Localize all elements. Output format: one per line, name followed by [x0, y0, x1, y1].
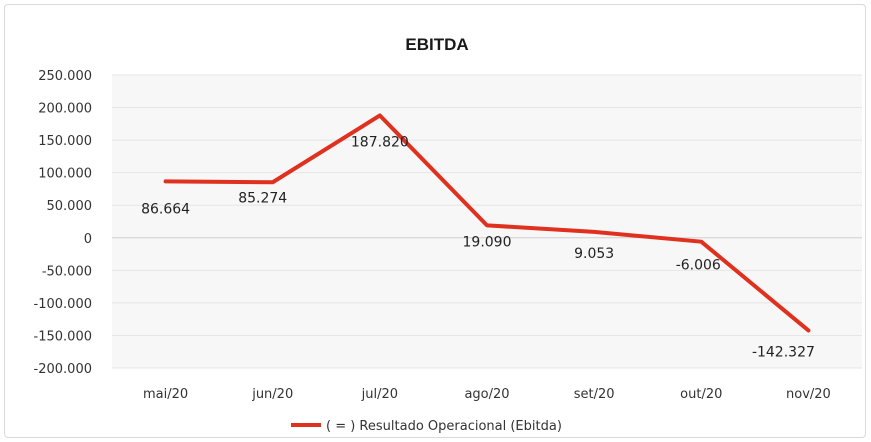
data-label: -6.006	[676, 258, 721, 274]
plot-area	[112, 75, 862, 368]
legend: ( = ) Resultado Operacional (Ebitda)	[291, 419, 562, 434]
data-label: 86.664	[141, 201, 190, 217]
data-label: 19.090	[463, 234, 512, 250]
y-tick-label: 0	[84, 232, 92, 247]
chart-title: EBITDA	[405, 35, 468, 54]
y-tick-label: 100.000	[38, 167, 92, 182]
y-tick-label: 250.000	[38, 69, 92, 84]
x-tick-label: jul/20	[361, 387, 398, 402]
x-tick-label: jun/20	[251, 387, 293, 402]
y-tick-label: 50.000	[47, 199, 93, 214]
x-tick-label: out/20	[680, 387, 722, 402]
x-axis-ticks: mai/20 jun/20 jul/20 ago/20 set/20 out/20 nov/…	[143, 387, 831, 402]
x-tick-label: mai/20	[143, 387, 188, 402]
data-label: 187.820	[351, 134, 409, 150]
y-tick-label: 200.000	[38, 102, 92, 117]
y-tick-label: 150.000	[38, 134, 92, 149]
y-tick-label: -200.000	[34, 362, 92, 377]
y-tick-label: -150.000	[34, 329, 92, 344]
series-line	[163, 113, 811, 333]
x-tick-label: set/20	[574, 387, 615, 402]
data-label: -142.327	[752, 344, 815, 360]
y-tick-label: -100.000	[34, 297, 92, 312]
x-tick-label: ago/20	[464, 387, 509, 402]
data-labels: 86.664 85.274 187.820 19.090 9.053 -6.006 -142…	[141, 134, 815, 360]
data-label: 9.053	[574, 246, 614, 262]
y-tick-label: -50.000	[42, 264, 92, 279]
legend-label: ( = ) Resultado Operacional (Ebitda)	[326, 419, 562, 434]
y-axis-ticks: 250.000 200.000 150.000 100.000 50.000 0 -50.0…	[34, 69, 92, 377]
x-tick-label: nov/20	[786, 387, 831, 402]
data-label: 85.274	[238, 190, 287, 206]
